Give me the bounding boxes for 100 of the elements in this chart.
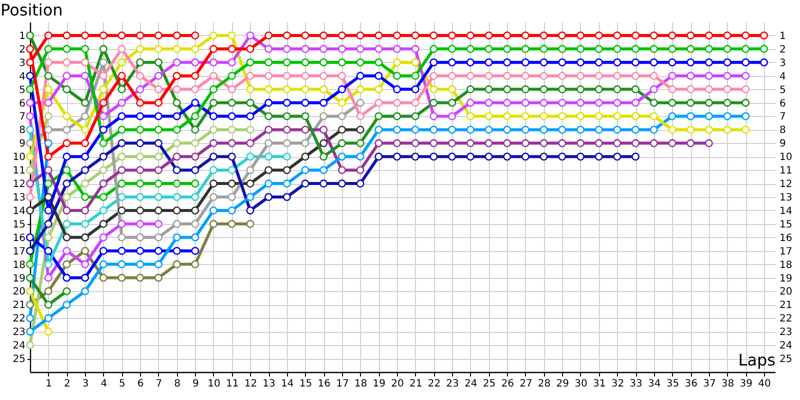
x-tick-label: 10 (208, 378, 220, 390)
point (62, 44, 71, 53)
point (209, 126, 218, 134)
y-tick-label: 10 (12, 152, 26, 164)
point (320, 180, 328, 188)
y2-tick-label: 15 (780, 219, 792, 230)
x-tick-label: 14 (281, 378, 294, 390)
point (282, 31, 291, 40)
point (374, 31, 383, 40)
point (154, 260, 162, 268)
point (594, 31, 603, 40)
point (44, 166, 52, 174)
point (282, 112, 291, 120)
point (430, 31, 438, 40)
point (136, 166, 144, 174)
point (209, 220, 218, 228)
point (62, 72, 71, 80)
point (613, 98, 622, 107)
point (338, 112, 346, 120)
point (246, 152, 254, 161)
point (576, 44, 584, 53)
point (118, 233, 126, 242)
point (411, 139, 420, 148)
point (246, 193, 254, 201)
point (282, 98, 291, 107)
point (154, 139, 162, 148)
point (503, 152, 512, 161)
point (484, 44, 493, 53)
point (81, 260, 90, 268)
point (209, 206, 218, 214)
point (632, 72, 640, 80)
point (632, 85, 640, 94)
point (136, 72, 144, 80)
point (228, 72, 236, 80)
x-tick-label: 23 (446, 378, 459, 390)
point (99, 220, 108, 228)
point (62, 193, 71, 201)
y-tick-label: 4 (19, 71, 26, 82)
point (99, 166, 108, 174)
point (411, 152, 420, 161)
point (356, 31, 364, 40)
point (760, 31, 768, 40)
point (338, 31, 346, 40)
y2-tick-label: 20 (780, 286, 792, 298)
y2-tick-label: 19 (780, 273, 792, 284)
point (448, 139, 456, 148)
point (686, 58, 695, 66)
x-tick-label: 3 (82, 378, 89, 390)
point (264, 58, 273, 66)
point (558, 58, 566, 66)
point (44, 300, 52, 309)
point (118, 112, 126, 120)
point (154, 72, 162, 80)
point (521, 58, 530, 66)
point (392, 112, 401, 120)
point (264, 112, 273, 120)
point (466, 152, 474, 161)
point (301, 166, 310, 174)
point (81, 166, 90, 174)
point (374, 152, 383, 161)
point (338, 166, 346, 174)
point (228, 166, 236, 174)
point (26, 112, 34, 120)
point (44, 72, 52, 80)
point (246, 98, 254, 107)
point (264, 98, 273, 107)
point (44, 193, 52, 201)
y-tick-label: 5 (19, 84, 26, 96)
point (118, 58, 126, 66)
point (558, 31, 566, 40)
point (154, 193, 162, 201)
x-tick-label: 37 (703, 378, 716, 390)
point (374, 72, 383, 80)
point (44, 112, 52, 120)
point (62, 300, 71, 309)
point (81, 139, 90, 148)
point (392, 44, 401, 53)
point (228, 193, 236, 201)
point (136, 206, 144, 214)
point (44, 98, 52, 107)
point (650, 44, 658, 53)
point (650, 112, 658, 120)
point (742, 44, 750, 53)
point (356, 98, 364, 107)
point (209, 58, 218, 66)
point (448, 58, 456, 66)
y2-tick-label: 11 (780, 166, 792, 177)
point (99, 246, 108, 255)
point (558, 98, 566, 107)
point (62, 85, 71, 94)
point (118, 166, 126, 174)
point (191, 139, 200, 148)
point (650, 72, 658, 80)
x-tick-label: 22 (428, 378, 441, 390)
point (301, 180, 310, 188)
point (26, 98, 34, 107)
y-tick-label: 15 (12, 219, 26, 230)
point (172, 126, 181, 134)
point (742, 31, 750, 40)
point (246, 206, 254, 214)
